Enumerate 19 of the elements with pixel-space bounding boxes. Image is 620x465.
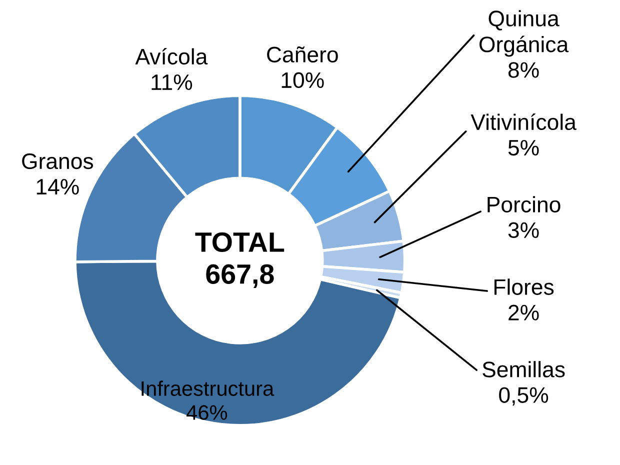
data-label: 0,5% bbox=[499, 387, 548, 406]
data-label: 3% bbox=[508, 222, 539, 238]
data-label: 8% bbox=[508, 62, 539, 78]
text: TOTAL 667,8 bbox=[195, 232, 284, 288]
data-label: 5% bbox=[508, 140, 539, 156]
slice-label: Cañero bbox=[267, 46, 338, 62]
slice-label: Flores bbox=[494, 278, 554, 295]
data-label: 46% bbox=[186, 405, 228, 420]
data-label: 11% bbox=[152, 74, 192, 90]
slice-label: Granos bbox=[22, 153, 94, 170]
data-label: 10% bbox=[282, 72, 324, 88]
data-label: 14% bbox=[36, 179, 79, 195]
slice-label: Infraestructura bbox=[142, 380, 274, 396]
slice-label: Vitivinícola bbox=[470, 113, 576, 130]
slice-label: Semillas bbox=[482, 361, 565, 378]
slice-label: Quinua Orgánica bbox=[480, 10, 569, 57]
slice-label: Porcino bbox=[488, 196, 560, 212]
data-label: 2% bbox=[508, 304, 539, 320]
slice-label: Avícola bbox=[135, 48, 208, 65]
